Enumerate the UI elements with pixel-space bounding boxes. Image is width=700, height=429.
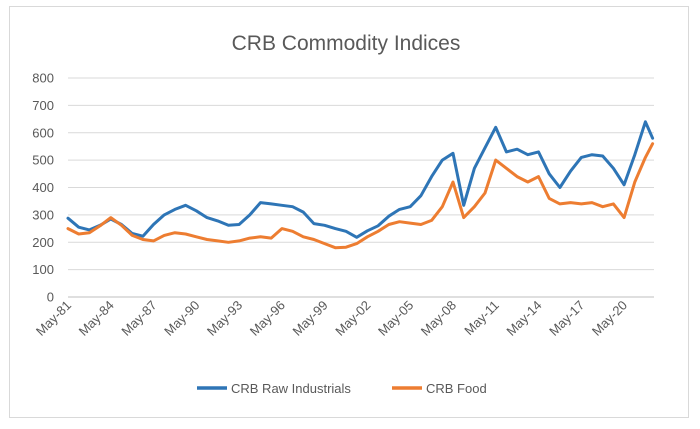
x-tick-label: May-99 — [289, 298, 330, 339]
x-tick-label: May-08 — [418, 298, 459, 339]
x-tick-label: May-84 — [76, 298, 117, 339]
x-tick-label: May-11 — [461, 298, 502, 339]
y-tick-label: 800 — [32, 71, 54, 86]
y-tick-label: 500 — [32, 153, 54, 168]
x-tick-label: May-96 — [247, 298, 288, 339]
x-tick-label: May-05 — [375, 298, 416, 339]
legend-label: CRB Raw Industrials — [231, 381, 351, 396]
chart-title: CRB Commodity Indices — [232, 32, 461, 55]
y-tick-label: 300 — [32, 207, 54, 222]
chart-frame — [9, 6, 689, 418]
y-tick-label: 0 — [47, 290, 54, 305]
gridlines — [68, 77, 654, 298]
y-tick-label: 600 — [32, 125, 54, 140]
x-tick-label: May-90 — [161, 298, 202, 339]
series-line-1 — [66, 142, 655, 250]
x-tick-label: May-20 — [589, 298, 630, 339]
legend: CRB Raw Industrials CRB Food — [197, 381, 487, 396]
series-lines — [66, 120, 655, 250]
x-axis: May-81 May-84 May-87 May-90 May-93 May-96 May-… — [33, 298, 630, 339]
legend-label: CRB Food — [426, 381, 487, 396]
y-tick-label: 400 — [32, 180, 54, 195]
y-tick-label: 200 — [32, 235, 54, 250]
y-tick-label: 700 — [32, 98, 54, 113]
x-tick-label: May-93 — [204, 298, 245, 339]
y-tick-label: 100 — [32, 262, 54, 277]
x-tick-label: May-17 — [546, 298, 587, 339]
y-axis: 0 100 200 300 400 500 600 700 800 — [32, 71, 54, 305]
series-line-0 — [66, 120, 655, 239]
x-tick-label: May-02 — [332, 298, 373, 339]
x-tick-label: May-14 — [503, 298, 544, 339]
x-tick-label: May-87 — [118, 298, 159, 339]
